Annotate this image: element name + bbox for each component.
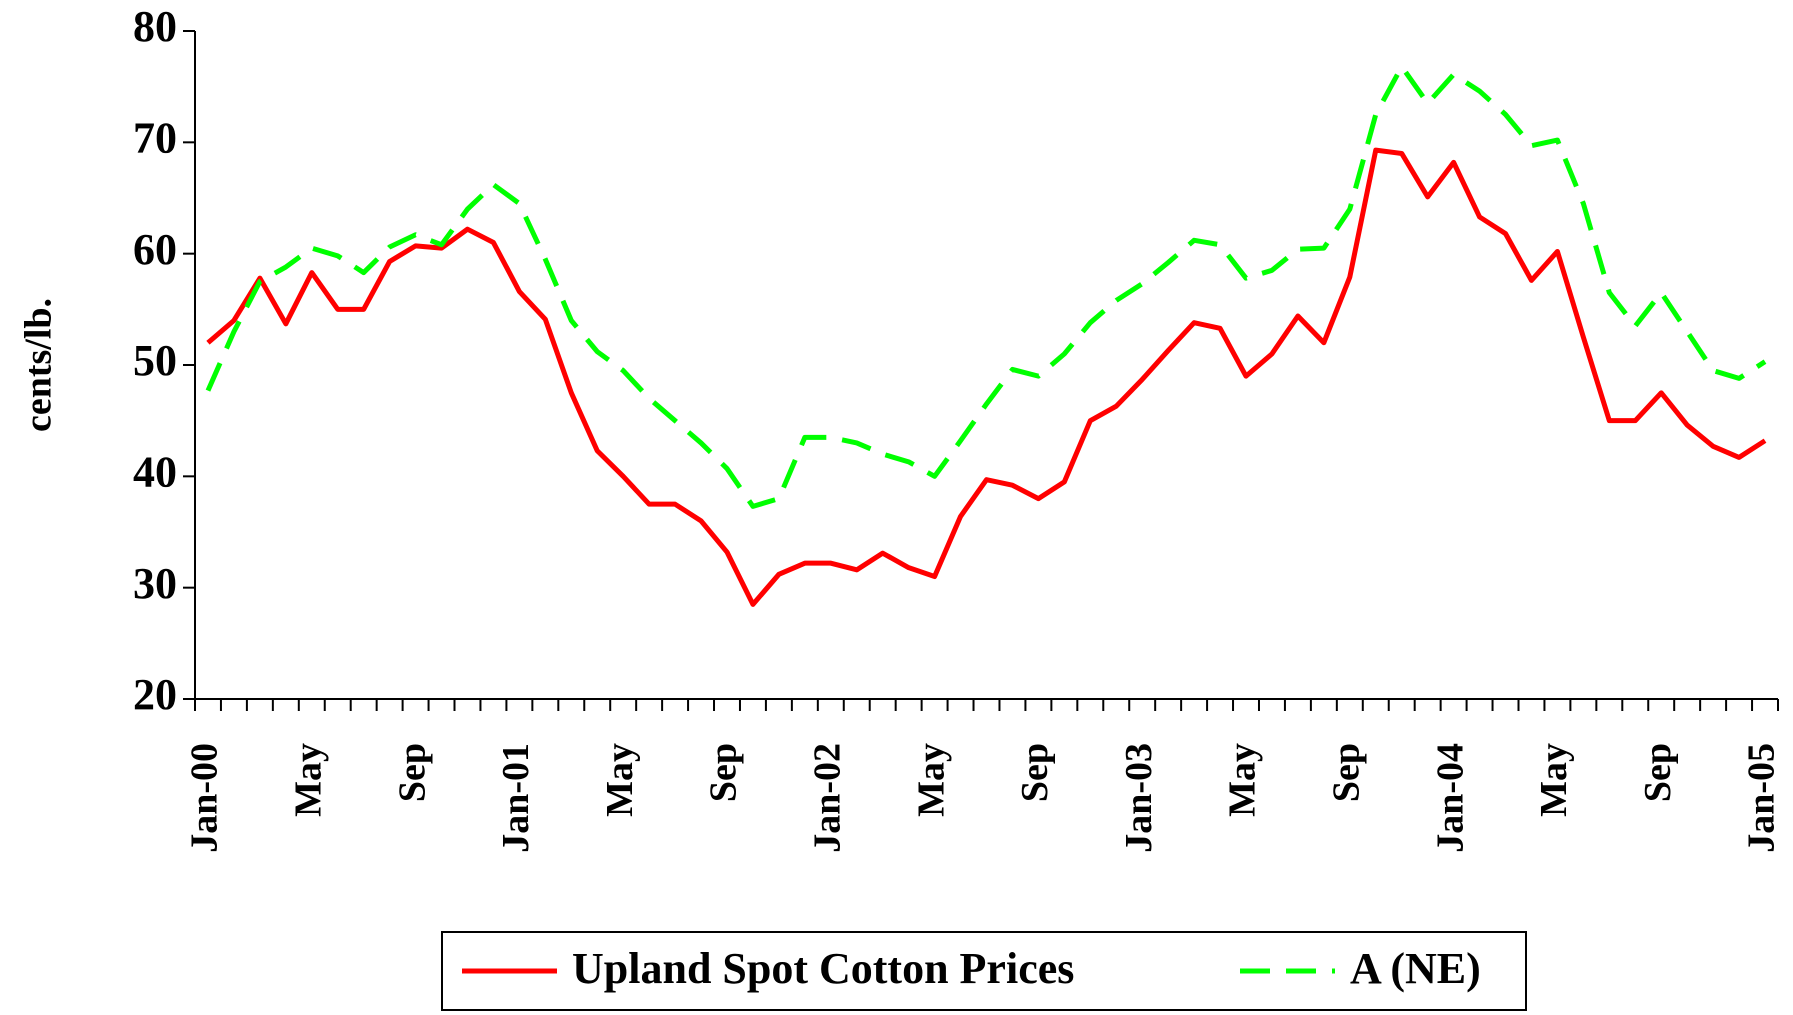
- x-tick-label: May: [287, 743, 329, 817]
- y-tick-label: 20: [133, 670, 177, 719]
- x-tick-label: Sep: [1637, 743, 1679, 802]
- series-line: [206, 147, 1767, 607]
- y-tick-label: 80: [133, 2, 177, 51]
- x-tick-label: May: [1222, 743, 1264, 817]
- y-tick-label: 70: [133, 113, 177, 162]
- x-tick-label: May: [599, 743, 641, 817]
- x-tick-label: Jan-00: [184, 743, 226, 853]
- x-tick-label: Jan-02: [807, 743, 849, 853]
- legend-label: Upland Spot Cotton Prices: [572, 944, 1074, 993]
- x-tick-label: Jan-03: [1118, 743, 1160, 853]
- y-axis-title: cents/lb.: [18, 298, 60, 432]
- x-tick-label: May: [1533, 743, 1575, 817]
- y-tick-label: 50: [133, 336, 177, 385]
- x-tick-label: Sep: [1014, 743, 1056, 802]
- x-tick-label: Sep: [703, 743, 745, 802]
- x-tick-label: Sep: [1326, 743, 1368, 802]
- y-tick-label: 60: [133, 225, 177, 274]
- x-tick-label: May: [910, 743, 952, 817]
- series-line: [205, 64, 1767, 509]
- y-tick-label: 30: [133, 559, 177, 608]
- y-tick-label: 40: [133, 447, 177, 496]
- x-tick-label: Jan-05: [1741, 743, 1783, 853]
- legend-label: A (NE): [1350, 944, 1481, 993]
- x-tick-label: Sep: [391, 743, 433, 802]
- x-tick-label: Jan-04: [1429, 743, 1471, 853]
- legend-box: [441, 931, 1527, 1011]
- x-tick-label: Jan-01: [495, 743, 537, 853]
